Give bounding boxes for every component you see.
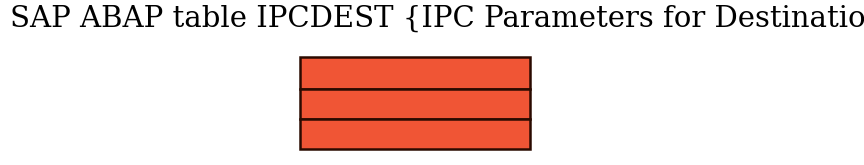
- Text: IPCDEST: IPCDEST: [376, 64, 454, 82]
- Text: PNAME: PNAME: [310, 127, 364, 142]
- Text: [CLNT (3)]: [CLNT (3)]: [347, 97, 430, 112]
- Text: SAP ABAP table IPCDEST {IPC Parameters for Destinations}: SAP ABAP table IPCDEST {IPC Parameters f…: [10, 5, 864, 33]
- Text: [CHAR (32)]: [CHAR (32)]: [347, 127, 443, 142]
- Text: MANDT: MANDT: [310, 97, 366, 112]
